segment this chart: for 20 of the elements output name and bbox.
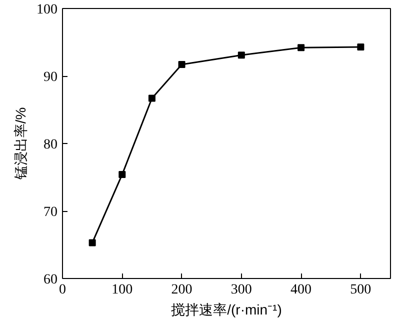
point bbox=[178, 61, 186, 68]
x-tick-label: 400 bbox=[290, 282, 312, 298]
y-tick-label: 80 bbox=[44, 138, 58, 152]
point bbox=[118, 171, 126, 178]
y-tick-label: 100 bbox=[36, 2, 58, 18]
y-tick-label: 60 bbox=[44, 272, 58, 288]
x-tick-label: 0 bbox=[59, 282, 66, 298]
y-tick-label: 70 bbox=[44, 205, 58, 220]
point bbox=[238, 52, 245, 59]
point bbox=[88, 239, 96, 246]
point bbox=[298, 44, 305, 52]
x-tick-label: 300 bbox=[230, 282, 252, 298]
point bbox=[357, 43, 364, 50]
point bbox=[148, 94, 156, 102]
x-axis-title: 搅拌速率/(r·min⁻¹) bbox=[171, 302, 282, 318]
y-tick-label: 90 bbox=[44, 70, 58, 85]
x-tick-label: 200 bbox=[171, 282, 192, 298]
y-axis-title: 锰浸出率/% bbox=[12, 107, 28, 181]
x-tick-label: 500 bbox=[350, 282, 372, 298]
x-tick-label: 100 bbox=[112, 282, 133, 298]
